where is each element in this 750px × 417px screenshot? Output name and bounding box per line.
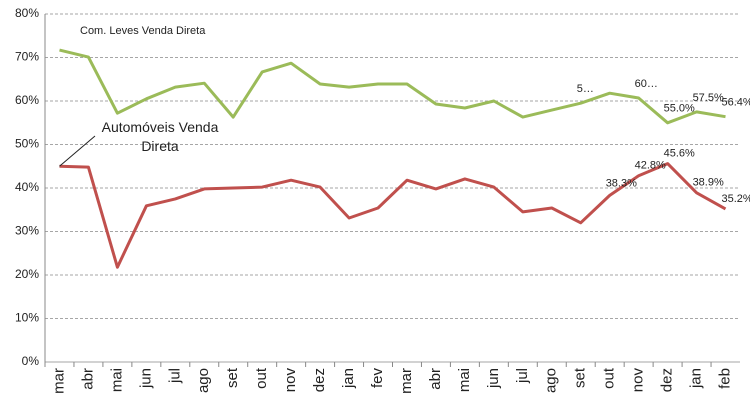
value-label: 35.2% [722, 193, 750, 205]
x-tick-label: dez [659, 368, 676, 392]
x-tick-label: fev [369, 368, 386, 389]
series-label: Automóveis Venda Direta [101, 119, 219, 154]
x-tick-label: abr [79, 368, 96, 390]
series-label: Com. Leves Venda Direta [80, 25, 206, 37]
value-label: 5… [577, 83, 594, 95]
x-tick-label: feb [716, 368, 733, 389]
y-tick-label: 10% [15, 311, 39, 325]
x-tick-label: jan [340, 368, 357, 389]
value-label: 38.9% [693, 177, 724, 189]
x-tick-label: jul [166, 368, 183, 384]
value-label: 57.5% [693, 92, 724, 104]
series-label-box: Automóveis Venda Direta [101, 119, 219, 154]
x-tick-label: set [224, 367, 241, 388]
x-tick-label: jan [688, 368, 705, 389]
x-tick-label: ago [543, 368, 560, 393]
x-tick-label: jul [514, 368, 531, 384]
value-label: 55.0% [664, 103, 695, 115]
value-label: 60… [635, 78, 658, 90]
x-tick-label: ago [195, 368, 212, 393]
line [59, 48, 726, 125]
x-tick-label: out [601, 367, 618, 389]
x-tick-label: jun [137, 368, 154, 389]
x-tick-label: jun [485, 368, 502, 389]
y-tick-label: 50% [15, 137, 39, 151]
x-tick-label: mai [456, 368, 473, 392]
y-tick-label: 60% [15, 93, 39, 107]
y-tick-label: 20% [15, 267, 39, 281]
x-tick-label: set [572, 367, 589, 388]
x-tick-label: out [253, 367, 270, 389]
y-tick-label: 30% [15, 224, 39, 238]
x-tick-label: abr [427, 368, 444, 390]
x-tick-label: mai [108, 368, 125, 392]
y-tick-label: 80% [15, 6, 39, 20]
line [59, 162, 727, 269]
value-label: 42.8% [635, 160, 666, 172]
y-tick-label: 40% [15, 180, 39, 194]
value-label: 45.6% [664, 148, 695, 160]
y-tick-label: 70% [15, 50, 39, 64]
x-tick-label: dez [311, 368, 328, 392]
x-tick-label: nov [630, 368, 647, 393]
value-label: 38.3% [606, 177, 637, 189]
x-tick-label: nov [282, 368, 299, 393]
leader-line [59, 135, 96, 167]
y-tick-label: 0% [22, 354, 40, 368]
x-tick-label: mar [50, 368, 67, 394]
value-label: 56.4% [722, 97, 750, 109]
x-tick-label: mar [398, 368, 415, 394]
